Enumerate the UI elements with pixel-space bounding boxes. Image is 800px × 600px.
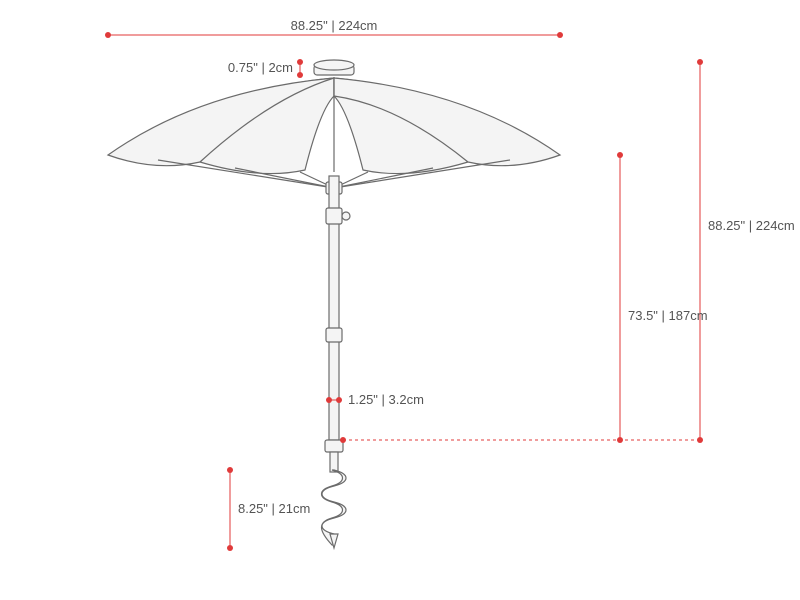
dim-cap-height: 0.75" | 2cm (228, 59, 303, 78)
dim-pole-height-label: 73.5" | 187cm (628, 308, 708, 323)
dim-base-connector (340, 437, 700, 443)
dim-pole-dia: 1.25" | 3.2cm (326, 392, 424, 407)
dim-stake-height-label: 8.25" | 21cm (238, 501, 310, 516)
dim-stake-height: 8.25" | 21cm (227, 467, 310, 551)
dim-pole-height: 73.5" | 187cm (617, 152, 708, 443)
umbrella-drawing (108, 60, 560, 548)
dimension-diagram: 88.25" | 224cm 0.75" | 2cm 88.25" | 224c… (0, 0, 800, 600)
dimension-annotations: 88.25" | 224cm 0.75" | 2cm 88.25" | 224c… (105, 18, 795, 551)
umbrella-cap (314, 60, 354, 75)
dim-height-total: 88.25" | 224cm (697, 59, 795, 443)
canopy-front (108, 78, 560, 174)
dim-height-total-label: 88.25" | 224cm (708, 218, 795, 233)
dim-pole-dia-label: 1.25" | 3.2cm (348, 392, 424, 407)
ground-stake (322, 440, 347, 548)
dim-cap-height-label: 0.75" | 2cm (228, 60, 293, 75)
dim-width-top-label: 88.25" | 224cm (291, 18, 378, 33)
